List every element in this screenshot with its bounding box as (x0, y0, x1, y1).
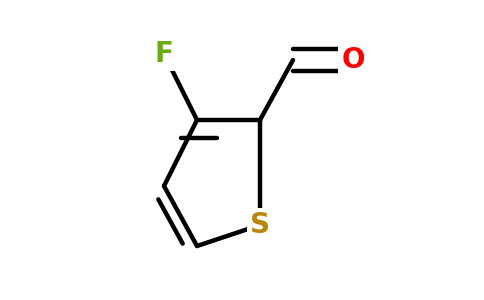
Text: F: F (154, 40, 173, 68)
Text: S: S (250, 211, 270, 239)
Text: O: O (341, 46, 365, 74)
